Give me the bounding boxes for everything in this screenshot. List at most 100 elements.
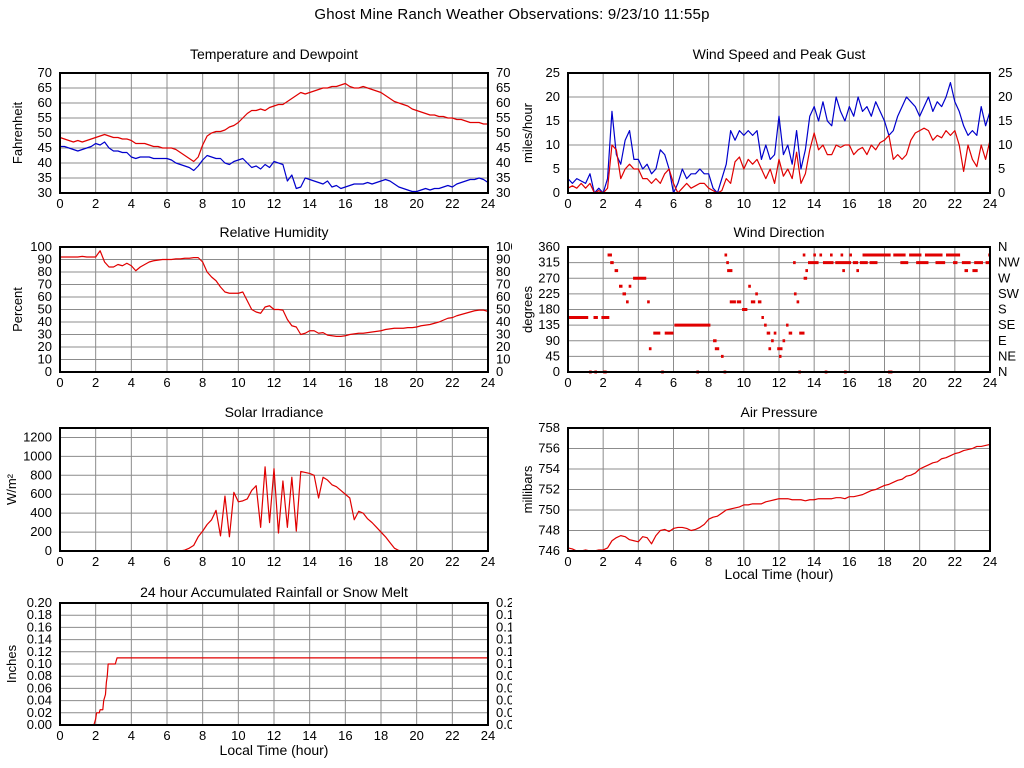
svg-text:225: 225 [538,286,560,301]
plot-frame [59,246,489,373]
svg-text:0: 0 [553,185,560,200]
chart-rainfall: 0.000.000.020.020.040.040.060.060.080.08… [0,580,521,768]
svg-text:8: 8 [199,196,206,211]
svg-text:0: 0 [56,728,63,743]
svg-text:14: 14 [807,196,821,211]
svg-text:22: 22 [445,554,459,569]
gridlines [567,246,991,373]
svg-text:4: 4 [128,554,135,569]
chart-title-solar: Solar Irradiance [224,404,324,420]
svg-text:40: 40 [38,155,52,170]
svg-text:10: 10 [231,728,245,743]
svg-text:6: 6 [163,554,170,569]
svg-text:14: 14 [807,554,821,569]
svg-text:16: 16 [842,375,856,390]
svg-text:600: 600 [30,486,52,501]
svg-text:NW: NW [998,255,1020,270]
svg-text:40: 40 [496,314,510,329]
svg-text:12: 12 [267,554,281,569]
svg-text:14: 14 [302,375,316,390]
svg-text:10: 10 [737,554,751,569]
svg-text:80: 80 [38,264,52,279]
svg-text:756: 756 [538,441,560,456]
page-title: Ghost Mine Ranch Weather Observations: 9… [314,6,710,23]
svg-text:0.20: 0.20 [496,595,512,610]
chart-title-pressure: Air Pressure [740,404,818,420]
svg-text:24: 24 [983,554,997,569]
svg-text:20: 20 [912,196,926,211]
svg-text:2: 2 [600,375,607,390]
svg-text:30: 30 [38,185,52,200]
svg-text:18: 18 [374,728,388,743]
svg-text:100: 100 [30,239,52,254]
svg-text:0.08: 0.08 [27,668,52,683]
svg-text:8: 8 [705,554,712,569]
svg-text:60: 60 [496,95,510,110]
svg-text:758: 758 [538,420,560,435]
svg-text:2: 2 [600,196,607,211]
plot-frame [567,427,991,552]
series-temperature [59,82,488,163]
svg-text:20: 20 [409,554,423,569]
svg-text:14: 14 [302,196,316,211]
y-axis-label: millibars [520,465,535,513]
svg-text:24: 24 [481,728,495,743]
svg-text:60: 60 [38,289,52,304]
svg-text:30: 30 [496,185,510,200]
svg-text:0: 0 [496,364,503,379]
svg-text:10: 10 [38,352,52,367]
y-axis-label: Percent [10,287,25,332]
series-air-pressure [567,443,991,552]
svg-text:70: 70 [496,65,510,80]
series-wind-speed [567,127,991,194]
chart-wind-direction: 0 N 45 NE 90 E 135 SE 180 S 225 SW 270 W 315 NW 360 N 0 2 4 6… [512,215,1024,390]
svg-text:E: E [998,333,1007,348]
svg-text:8: 8 [705,196,712,211]
svg-text:10: 10 [546,137,560,152]
svg-text:50: 50 [38,125,52,140]
svg-text:40: 40 [38,314,52,329]
svg-text:50: 50 [38,302,52,317]
svg-text:N: N [998,364,1007,379]
svg-text:90: 90 [546,333,560,348]
svg-text:0.20: 0.20 [27,595,52,610]
chart-solar-irradiance: 0 200 400 600 800 1000 1200 0 2 4 6 8 10 12 14 16 18 20 22… [0,390,512,580]
gridlines [59,72,489,194]
svg-text:6: 6 [163,375,170,390]
svg-text:2: 2 [92,554,99,569]
svg-text:S: S [998,302,1007,317]
svg-text:22: 22 [445,196,459,211]
svg-text:752: 752 [538,482,560,497]
svg-text:50: 50 [496,125,510,140]
chart-title-rainfall: 24 hour Accumulated Rainfall or Snow Mel… [140,584,408,600]
plot-frame [567,246,991,373]
svg-text:SW: SW [998,286,1020,301]
svg-text:24: 24 [481,196,495,211]
svg-text:0: 0 [45,364,52,379]
svg-text:0: 0 [56,375,63,390]
svg-text:4: 4 [635,375,642,390]
svg-text:45: 45 [496,140,510,155]
svg-text:5: 5 [553,161,560,176]
svg-text:22: 22 [948,554,962,569]
chart-air-pressure: 746 748 750 752 754 756 758 0 2 4 6 8 10 12 14 16 18 20 22… [512,390,1024,580]
svg-text:18: 18 [877,554,891,569]
svg-text:10: 10 [231,196,245,211]
svg-text:55: 55 [496,110,510,125]
svg-text:NE: NE [998,348,1016,363]
svg-text:70: 70 [496,277,510,292]
chart-title-wind-direction: Wind Direction [733,224,825,240]
svg-text:10: 10 [231,375,245,390]
svg-text:25: 25 [546,65,560,80]
chart-title-temperature: Temperature and Dewpoint [189,46,359,62]
gridlines [567,427,991,552]
svg-text:2: 2 [600,554,607,569]
svg-text:24: 24 [481,375,495,390]
svg-text:6: 6 [163,728,170,743]
svg-text:0.12: 0.12 [27,644,52,659]
svg-text:20: 20 [409,728,423,743]
svg-text:20: 20 [912,554,926,569]
